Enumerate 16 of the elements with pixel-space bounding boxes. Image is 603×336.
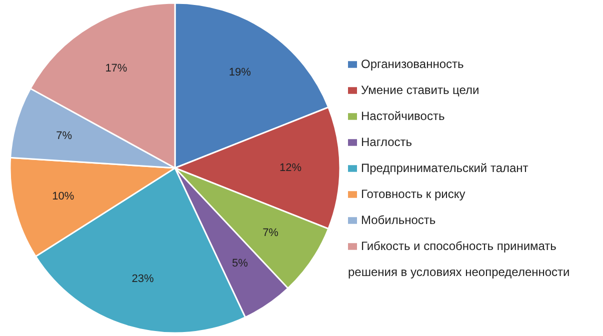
data-label: 7% [56, 130, 72, 142]
data-label: 23% [132, 272, 154, 285]
data-label: 12% [279, 162, 302, 174]
legend-label: Организованность [361, 57, 464, 71]
legend-label: Умение ставить цели [361, 83, 480, 97]
legend-label: Предпринимательский талант [361, 161, 528, 175]
data-label: 5% [232, 258, 248, 270]
legend-label: Настойчивость [361, 109, 445, 123]
data-label: 17% [105, 62, 128, 75]
legend-label: Гибкость и способность принимать решения в условиях неопределенности [348, 239, 570, 279]
legend-label: Наглость [361, 135, 412, 149]
data-label: 7% [262, 226, 279, 239]
legend-label: Мобильность [361, 213, 436, 227]
data-label: 19% [228, 66, 252, 78]
legend-label: Готовность к риску [361, 187, 466, 201]
data-label: 10% [52, 190, 74, 203]
